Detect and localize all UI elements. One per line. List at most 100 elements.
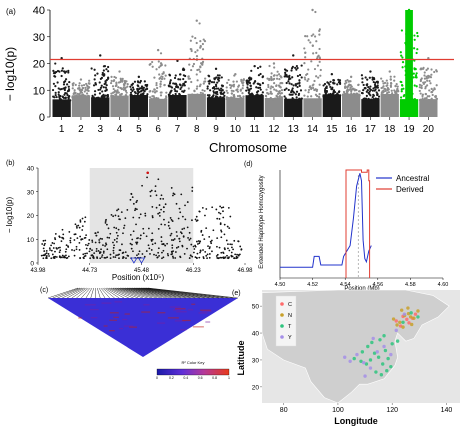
panel-b-point bbox=[155, 194, 158, 197]
panel-e-point bbox=[370, 340, 374, 345]
panel-a-point bbox=[133, 90, 137, 94]
panel-a-point bbox=[296, 66, 299, 70]
panel-b-point bbox=[219, 212, 222, 215]
panel-b-point bbox=[115, 227, 118, 230]
panel-b-point bbox=[73, 233, 76, 236]
panel-a-point bbox=[177, 78, 180, 81]
panel-a-point bbox=[329, 80, 332, 83]
panel-e-point bbox=[364, 362, 369, 366]
panel-b-point bbox=[199, 240, 202, 243]
panel-a-point-band bbox=[361, 99, 380, 117]
panel-a-point bbox=[159, 64, 162, 67]
panel-c-snp-line bbox=[109, 287, 134, 299]
panel-a-point bbox=[298, 98, 301, 102]
panel-a-point bbox=[122, 86, 125, 89]
panel-b-point bbox=[232, 248, 234, 251]
panel-a-point bbox=[261, 91, 264, 94]
panel-a-point bbox=[88, 79, 91, 82]
panel-a-point bbox=[71, 87, 74, 90]
panel-a-point bbox=[170, 95, 173, 98]
panel-a-point bbox=[382, 90, 386, 93]
panel-a-point bbox=[284, 73, 287, 76]
panel-b-point bbox=[62, 233, 65, 236]
panel-a-point bbox=[94, 83, 98, 86]
panel-c-ld-cell bbox=[103, 325, 108, 327]
panel-b-point bbox=[81, 229, 84, 231]
panel-c-ld-cell bbox=[182, 319, 191, 322]
panel-b-point bbox=[158, 214, 161, 217]
panel-a-point bbox=[250, 93, 254, 96]
panel-e-point bbox=[410, 322, 414, 327]
panel-a-point bbox=[198, 22, 201, 25]
panel-a-point bbox=[345, 81, 348, 84]
panel-c-snp-line bbox=[135, 287, 205, 299]
panel-a-point bbox=[307, 88, 311, 92]
panel-b-point bbox=[118, 257, 120, 260]
panel-c-snp-line bbox=[139, 287, 215, 299]
panel-b-point bbox=[113, 226, 116, 229]
panel-a-point bbox=[258, 96, 262, 99]
panel-b-point bbox=[219, 205, 222, 208]
panel-b-point bbox=[160, 208, 162, 211]
panel-a-point bbox=[261, 75, 265, 78]
panel-e-point bbox=[412, 316, 416, 320]
panel-e-legend-swatch bbox=[280, 313, 284, 317]
panel-a-point bbox=[67, 88, 71, 91]
panel-b-point bbox=[216, 257, 219, 259]
panel-a-point bbox=[232, 83, 236, 86]
panel-a-point bbox=[342, 90, 346, 94]
panel-a-point bbox=[93, 78, 96, 81]
panel-b-point bbox=[124, 217, 127, 220]
panel-c-legend-tick: 0 bbox=[156, 376, 158, 380]
panel-b-point bbox=[130, 193, 133, 196]
panel-a-point bbox=[53, 74, 56, 78]
panel-a-point bbox=[113, 79, 116, 82]
panel-a-point bbox=[419, 92, 422, 95]
panel-a-point bbox=[265, 97, 268, 100]
panel-b-point bbox=[171, 244, 174, 247]
panel-a-point bbox=[384, 88, 387, 91]
panel-a-point bbox=[413, 47, 416, 50]
panel-a-point bbox=[283, 88, 286, 91]
panel-a-point bbox=[249, 95, 253, 98]
panel-b-point bbox=[130, 247, 133, 250]
panel-a-point bbox=[381, 86, 384, 89]
panel-a-point bbox=[183, 95, 186, 98]
panel-a-point bbox=[277, 90, 280, 93]
panel-e-group-y-points bbox=[343, 312, 407, 378]
panel-e-point bbox=[348, 359, 352, 363]
panel-b-point bbox=[182, 235, 185, 238]
panel-b-point bbox=[167, 221, 170, 224]
panel-e-xlabel: Longitude bbox=[334, 416, 378, 426]
panel-e-point bbox=[366, 344, 370, 349]
panel-a-point bbox=[151, 90, 154, 93]
panel-b-point bbox=[108, 236, 111, 239]
panel-b-point bbox=[65, 244, 68, 247]
panel-b-point bbox=[233, 239, 236, 242]
panel-b-point bbox=[189, 254, 192, 257]
panel-a-point bbox=[221, 85, 224, 88]
panel-b-point bbox=[154, 190, 157, 193]
panel-a-point bbox=[102, 95, 106, 98]
panel-b-point bbox=[199, 251, 201, 254]
panel-a-point bbox=[357, 83, 360, 87]
panel-a-point bbox=[370, 98, 373, 101]
panel-a-point bbox=[396, 89, 400, 92]
panel-a-point bbox=[54, 91, 57, 94]
panel-c-ld-cell bbox=[174, 308, 186, 310]
panel-a-point bbox=[193, 94, 196, 97]
panel-b-point bbox=[227, 257, 230, 260]
panel-a-point bbox=[98, 97, 101, 101]
panel-a-point bbox=[304, 56, 307, 59]
panel-c-snp-line bbox=[137, 287, 210, 299]
panel-a-point bbox=[401, 60, 405, 64]
panel-b-point bbox=[91, 241, 94, 243]
panel-a-point bbox=[392, 94, 395, 97]
panel-a-point bbox=[375, 91, 378, 94]
panel-a-point bbox=[284, 97, 287, 100]
panel-a-point bbox=[99, 88, 102, 91]
panel-a-point bbox=[223, 91, 226, 94]
panel-a-point bbox=[143, 80, 146, 83]
panel-a-point bbox=[143, 90, 146, 93]
